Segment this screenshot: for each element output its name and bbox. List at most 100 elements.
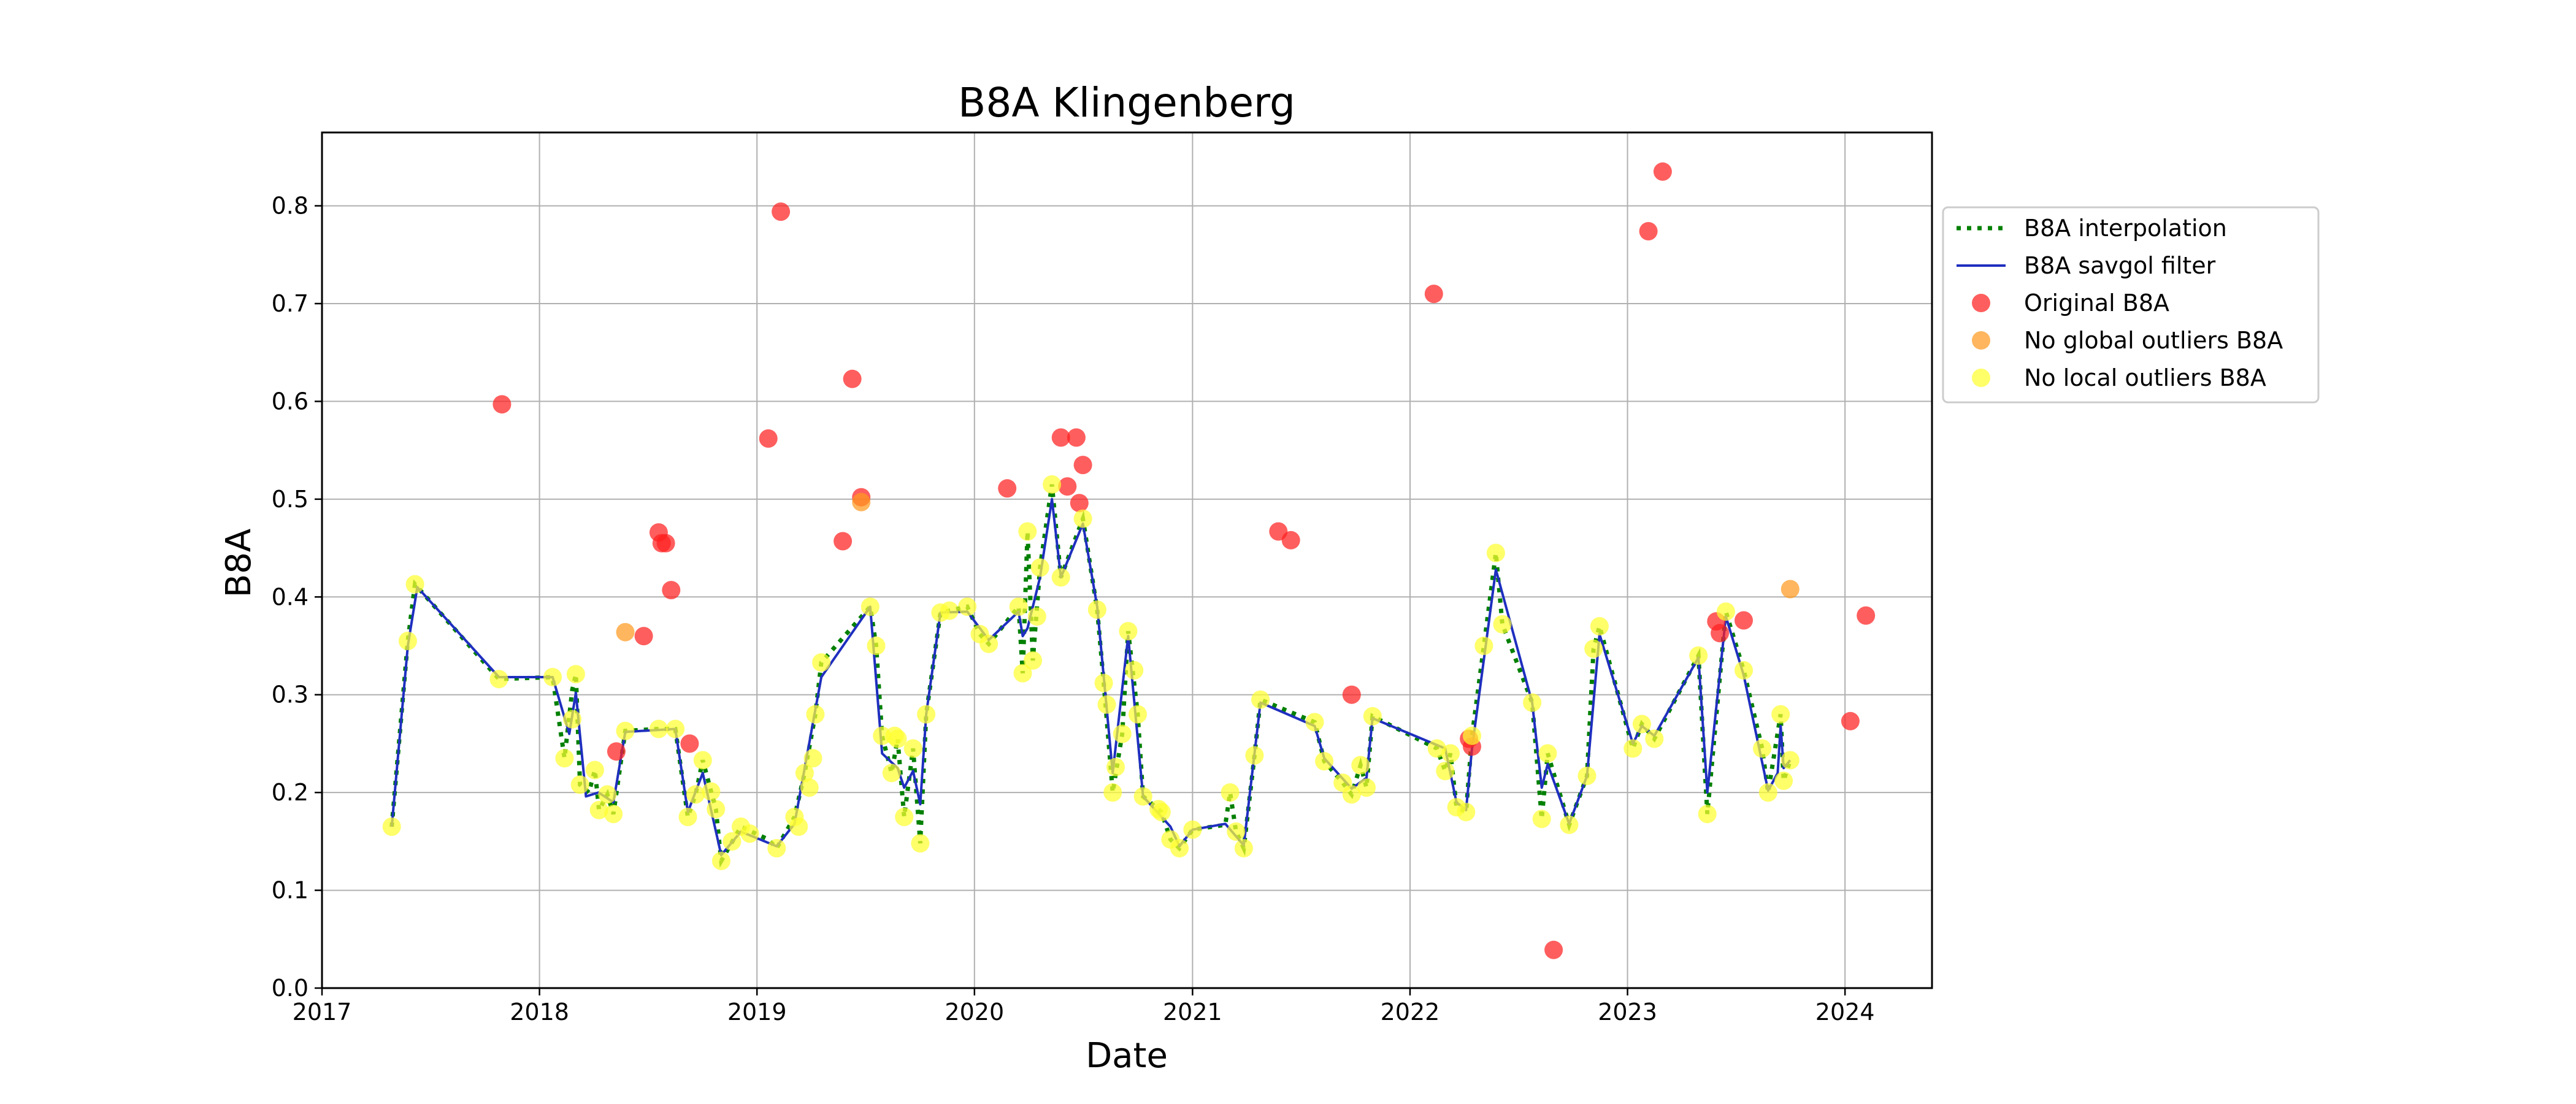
local-point [803, 749, 822, 768]
original-point [662, 581, 681, 600]
y-tick-label: 0.3 [272, 681, 309, 708]
local-point [1689, 646, 1708, 665]
local-point [861, 597, 880, 616]
local-point [711, 851, 730, 870]
original-point [998, 479, 1017, 498]
local-point [1577, 767, 1597, 785]
legend-label-local: No local outliers B8A [2024, 364, 2266, 391]
local-point [740, 824, 759, 843]
local-point [1781, 751, 1800, 770]
local-point [563, 710, 581, 729]
original-point [1051, 428, 1070, 447]
local-point [489, 670, 508, 689]
local-point [1305, 713, 1324, 732]
local-point [1363, 707, 1382, 726]
local-point [1024, 651, 1042, 670]
local-point [795, 764, 814, 783]
legend-swatch-local [1972, 369, 1990, 387]
legend-label-interpolation: B8A interpolation [2024, 215, 2227, 242]
local-point [1735, 661, 1753, 680]
local-point [1009, 597, 1028, 616]
local-point [1129, 705, 1147, 724]
local-point [1027, 607, 1046, 626]
local-point [917, 705, 936, 724]
local-point [678, 808, 697, 826]
local-point [903, 739, 922, 758]
local-point [1227, 822, 1246, 841]
original-point [1342, 685, 1361, 704]
local-point [767, 839, 786, 857]
original-point [680, 734, 699, 753]
y-tick-label: 0.7 [272, 290, 309, 317]
local-point [1106, 757, 1125, 776]
local-point [1474, 637, 1493, 655]
original-point [1841, 711, 1860, 730]
local-point [806, 705, 825, 724]
chart-title: B8A Klingenberg [958, 79, 1295, 126]
legend-label-original: Original B8A [2024, 289, 2169, 316]
local-point [589, 800, 608, 819]
local-point [1441, 744, 1460, 763]
original-point [759, 429, 778, 448]
legend: B8A interpolation B8A savgol filter Origin… [1942, 206, 2320, 404]
y-tick-label: 0.4 [272, 583, 309, 610]
local-point [1753, 739, 1772, 758]
local-point [1221, 783, 1240, 802]
local-point [382, 817, 401, 836]
legend-swatch-original [1972, 294, 1990, 312]
legend-label-global: No global outliers B8A [2024, 327, 2283, 354]
original-point [1073, 456, 1092, 475]
x-tick-label: 2023 [1598, 999, 1657, 1025]
local-point [585, 761, 604, 780]
legend-label-savgol: B8A savgol filter [2024, 252, 2216, 279]
global-point [1781, 580, 1800, 599]
y-tick-label: 0.8 [272, 193, 309, 220]
y-axis: 0.0 0.1 0.2 0.3 0.4 0.5 0.6 0.7 0.8 [272, 193, 322, 1002]
local-point [1523, 693, 1542, 712]
local-point [1645, 729, 1664, 748]
plot-frame [321, 131, 1933, 989]
legend-box [1942, 206, 2320, 404]
local-point [1623, 739, 1643, 758]
local-point [1493, 615, 1512, 634]
local-point [616, 721, 635, 740]
local-point [1698, 805, 1717, 824]
local-point [1436, 762, 1455, 781]
local-point [570, 775, 589, 794]
local-point [702, 782, 721, 801]
local-point [1073, 509, 1092, 528]
original-point [1544, 940, 1563, 959]
local-point [1758, 783, 1777, 802]
original-point [1639, 222, 1658, 240]
x-tick-label: 2018 [510, 999, 569, 1025]
global-point [616, 623, 635, 642]
local-point [979, 634, 999, 653]
x-tick-label: 2020 [945, 999, 1004, 1025]
x-tick-label: 2021 [1163, 999, 1222, 1025]
local-point [867, 637, 886, 655]
local-point [1590, 617, 1609, 636]
original-point [607, 742, 626, 761]
y-tick-label: 0.0 [272, 975, 309, 1002]
local-point [1030, 558, 1049, 577]
local-point [693, 751, 712, 770]
original-point [1653, 162, 1672, 181]
local-point [940, 601, 959, 620]
local-point [1087, 600, 1106, 619]
local-point [911, 834, 930, 853]
local-point [1532, 810, 1551, 829]
local-point [1125, 661, 1144, 680]
local-point [1133, 787, 1152, 806]
local-point [398, 632, 417, 650]
x-tick-label: 2022 [1381, 999, 1440, 1025]
original-point [1711, 624, 1730, 643]
original-point [634, 627, 653, 646]
local-point [1774, 772, 1793, 790]
local-point [1152, 803, 1171, 821]
local-point [723, 832, 742, 851]
local-point [888, 729, 907, 748]
local-point [1457, 803, 1476, 821]
y-tick-label: 0.1 [272, 877, 309, 904]
x-tick-label: 2017 [293, 999, 352, 1025]
y-tick-label: 0.2 [272, 779, 309, 806]
